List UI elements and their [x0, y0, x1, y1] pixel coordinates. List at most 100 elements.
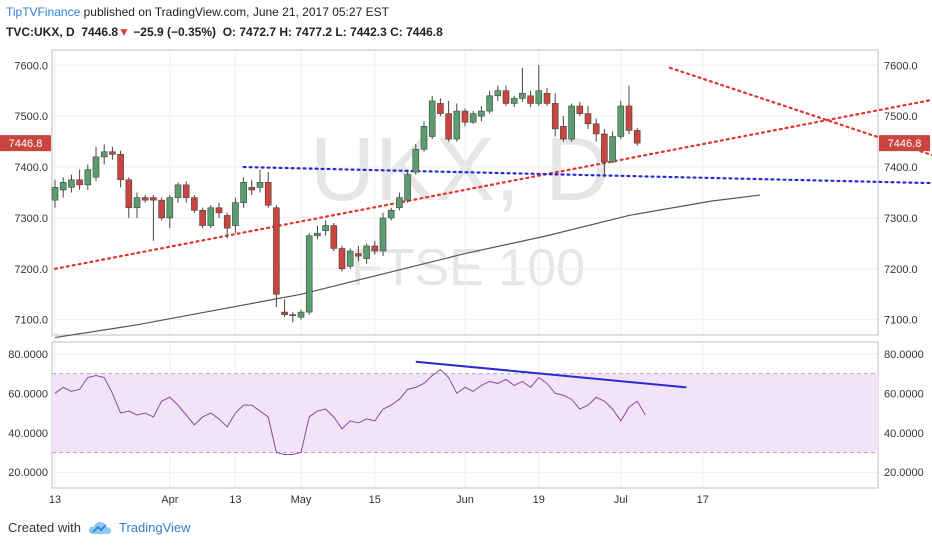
chart-area[interactable]: UKX, D FTSE 100 13 Apr 13 May 15 Jun 19 Jul 17 71…	[0, 0, 932, 515]
trendline-rising	[53, 98, 932, 270]
time-tick-label: May	[291, 494, 312, 506]
rsi-tick-label-right: 40.0000	[884, 428, 924, 440]
watermark-name: FTSE 100	[351, 239, 585, 297]
candle-up	[428, 100, 436, 137]
candle-up	[84, 169, 92, 186]
last-price-tag	[0, 135, 51, 152]
candle-up	[133, 197, 141, 209]
candle-down	[551, 103, 559, 130]
candle-down	[330, 225, 338, 249]
candle-down	[248, 187, 256, 191]
rsi-tick-label-right: 80.0000	[884, 349, 924, 361]
candle-up	[379, 217, 387, 252]
time-tick-label: Jul	[614, 494, 628, 506]
candle-down	[109, 151, 116, 155]
price-pane	[51, 65, 932, 339]
time-tick-label: 19	[533, 494, 545, 506]
candle-down	[273, 207, 280, 295]
rsi-tick-label-right: 60.0000	[884, 388, 924, 400]
candle-down	[199, 210, 206, 226]
symbol: TVC:UKX, D	[6, 25, 75, 39]
candle-down	[150, 197, 157, 201]
candle-up	[617, 105, 625, 137]
rsi-line	[54, 368, 646, 455]
tradingview-brand[interactable]: TradingView	[118, 520, 191, 535]
publish-line: TipTVFinance published on TradingView.co…	[6, 5, 389, 19]
candle-up	[51, 187, 59, 201]
price-tick-label-right: 7600.0	[884, 60, 918, 72]
candle-up	[174, 184, 182, 198]
candle-up	[387, 210, 395, 219]
candle-up	[494, 90, 502, 97]
candle-up	[363, 245, 370, 259]
candle-down	[502, 90, 510, 104]
price-tick-label-left: 7400.0	[14, 162, 48, 174]
candle-up	[92, 156, 100, 178]
price-tick-label-left: 7500.0	[14, 111, 48, 123]
candle-up	[232, 202, 239, 226]
last-price-tag	[879, 135, 930, 152]
candle-up	[510, 98, 518, 104]
candle-down	[182, 184, 190, 198]
candle-up	[305, 235, 313, 313]
trendline-falling	[668, 66, 932, 157]
candle-down	[601, 133, 608, 163]
candle-up	[519, 92, 526, 99]
candle-up	[256, 182, 264, 188]
candle-down	[76, 179, 83, 186]
candle-down	[281, 311, 288, 315]
moving-average-line	[54, 194, 761, 339]
candle-up	[68, 179, 75, 188]
last-price-tag-text: 7446.8	[888, 138, 922, 150]
price-tick-label-right: 7200.0	[884, 264, 918, 276]
candle-down	[633, 130, 641, 144]
candle-down	[461, 110, 469, 123]
time-tick-label: 15	[369, 494, 381, 506]
candle-down	[576, 105, 584, 114]
candle-up	[469, 113, 477, 123]
candle-down	[437, 103, 444, 114]
candle-up	[207, 207, 215, 226]
candle-down	[584, 113, 592, 125]
published-text: published on TradingView.com, June 21, 2…	[83, 5, 389, 19]
candle-down	[223, 215, 231, 229]
time-tick-label: Apr	[161, 494, 178, 506]
candle-up	[404, 174, 411, 201]
price-tick-label-left: 7600.0	[14, 60, 48, 72]
candle-down	[191, 197, 198, 211]
price-tick-label-left: 7300.0	[14, 213, 48, 225]
author-link[interactable]: TipTVFinance	[6, 5, 81, 19]
candle-down	[264, 182, 272, 206]
candle-down	[289, 314, 297, 316]
candle-up	[609, 136, 616, 163]
candle-up	[166, 197, 174, 219]
rsi-trendline	[415, 360, 687, 389]
candle-down	[158, 199, 165, 219]
last-price: 7446.8	[81, 25, 119, 39]
ohlc-values: O: 7472.7 H: 7477.2 L: 7442.3 C: 7446.8	[222, 25, 443, 39]
candle-up	[314, 232, 321, 237]
price-tick-label-right: 7400.0	[884, 162, 918, 174]
candle-up	[322, 225, 329, 231]
candle-up	[478, 110, 485, 117]
candle-down	[215, 207, 223, 214]
candle-up	[568, 105, 575, 140]
last-price-tag-text: 7446.8	[9, 138, 43, 150]
candle-up	[420, 126, 428, 150]
price-tick-label-right: 7500.0	[884, 111, 918, 123]
candle-up	[396, 197, 403, 209]
candle-up	[453, 110, 461, 140]
candle-down	[527, 95, 534, 104]
candle-down	[371, 245, 379, 252]
price-tick-label-left: 7100.0	[14, 315, 48, 327]
candle-down	[141, 197, 149, 201]
rsi-tick-label-right: 20.0000	[884, 467, 924, 479]
axes: 13 Apr 13 May 15 Jun 19 Jul 17 7100.0 7100.0 7200.0…	[0, 60, 930, 506]
candle-up	[535, 90, 543, 104]
candle-down	[355, 253, 362, 257]
rsi-tick-label-left: 40.0000	[8, 428, 48, 440]
candle-up	[412, 148, 420, 173]
price-tick-label-right: 7100.0	[884, 315, 918, 327]
candle-up	[100, 151, 108, 158]
candle-down	[338, 248, 346, 270]
